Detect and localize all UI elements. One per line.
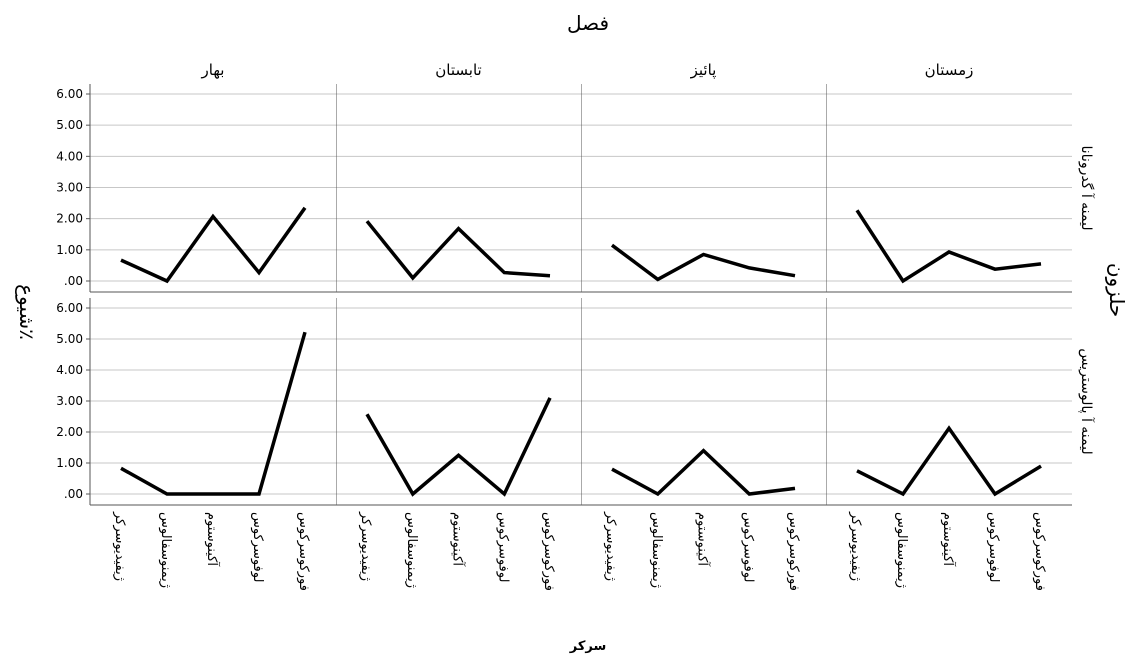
series-line	[611, 448, 796, 497]
x-tick-label-group: ژیفیدیوسرکر	[848, 511, 863, 581]
row-label-group: لیمنه آ پالوستریس	[1078, 348, 1095, 454]
x-tick-label: فورکوسرکوس	[1032, 512, 1047, 591]
y-tick-label: 5.00	[56, 118, 83, 132]
x-tick-label-group: ژیفیدیوسرکر	[358, 511, 373, 581]
x-tick-label: فورکوسرکوس	[541, 512, 556, 591]
x-tick-label: ژیمنوسفالوس	[404, 512, 419, 588]
x-tick-label-group: لوفوسرکوس	[495, 512, 510, 582]
x-tick-label-group: لوفوسرکوس	[740, 512, 755, 582]
x-tick-label: ژیفیدیوسرکر	[603, 511, 618, 581]
x-tick-label: آکینوستوم	[940, 512, 957, 567]
y-tick-label: 3.00	[56, 394, 83, 408]
series-line	[365, 220, 551, 281]
series-line	[856, 425, 1042, 497]
row-label: لیمنه آ پالوستریس	[1078, 348, 1095, 454]
x-tick-label-group: ژیمنوسفالوس	[649, 512, 664, 588]
x-tick-label: ژیمنوسفالوس	[894, 512, 909, 588]
x-axis-title: سرکر	[569, 639, 607, 654]
y-tick-label: 4.00	[56, 149, 83, 163]
row-axis-title-group: حلزون	[1105, 263, 1129, 317]
x-tick-label: ژیمنوسفالوس	[649, 512, 664, 588]
column-header: پائیز	[690, 61, 717, 80]
x-tick-label: فورکوسرکوس	[296, 512, 311, 591]
x-tick-label-group: ژیفیدیوسرکر	[603, 511, 618, 581]
column-axis-title: فصل	[567, 11, 609, 35]
panels: زمستان پائیز تابستان بهار لیمنه آ گدرونانا لی…	[56, 61, 1095, 591]
y-tick-label: 6.00	[56, 301, 83, 315]
series-line	[120, 206, 307, 284]
x-tick-label: ژیفیدیوسرکر	[112, 511, 127, 581]
x-tick-label-group: آکینوستوم	[695, 512, 712, 567]
x-tick-label-group: ژیمنوسفالوس	[404, 512, 419, 588]
x-tick-label-group: آکینوستوم	[450, 512, 467, 567]
series-line	[365, 397, 552, 497]
x-tick-label-group: آکینوستوم	[940, 512, 957, 567]
x-tick-label-group: لوفوسرکوس	[250, 512, 265, 582]
x-tick-label-group: لوفوسرکوس	[986, 512, 1001, 582]
x-tick-label: آکینوستوم	[450, 512, 467, 567]
x-tick-label-group: فورکوسرکوس	[296, 512, 311, 591]
x-tick-label-group: فورکوسرکوس	[786, 512, 801, 591]
x-tick-label: لوفوسرکوس	[740, 512, 755, 582]
x-tick-label: آکینوستوم	[695, 512, 712, 567]
x-tick-label: آکینوستوم	[204, 512, 221, 567]
y-tick-label: 5.00	[56, 332, 83, 346]
row-axis-title: حلزون	[1105, 263, 1129, 317]
series-line	[120, 331, 307, 496]
y-axis-title-group: شیوع٪	[15, 284, 39, 340]
x-tick-label: لوفوسرکوس	[250, 512, 265, 582]
x-tick-label-group: ژیفیدیوسرکر	[112, 511, 127, 581]
y-tick-label: .00	[64, 487, 83, 501]
y-tick-label: 4.00	[56, 363, 83, 377]
x-tick-label: ژیفیدیوسرکر	[848, 511, 863, 581]
row-label: لیمنه آ گدرونانا	[1078, 146, 1095, 231]
y-tick-label: 3.00	[56, 181, 83, 195]
y-tick-label: 1.00	[56, 243, 83, 257]
x-tick-label: ژیمنوسفالوس	[158, 512, 173, 588]
y-tick-label: 2.00	[56, 425, 83, 439]
series-line	[610, 243, 796, 282]
x-tick-label-group: ژیمنوسفالوس	[894, 512, 909, 588]
y-tick-label: 1.00	[56, 456, 83, 470]
y-tick-label: 6.00	[56, 87, 83, 101]
x-tick-label: لوفوسرکوس	[986, 512, 1001, 582]
column-header: تابستان	[435, 61, 481, 79]
x-tick-label-group: آکینوستوم	[204, 512, 221, 567]
x-tick-label-group: فورکوسرکوس	[1032, 512, 1047, 591]
x-tick-label: فورکوسرکوس	[786, 512, 801, 591]
x-tick-label: لوفوسرکوس	[495, 512, 510, 582]
x-tick-label-group: فورکوسرکوس	[541, 512, 556, 591]
series-line	[855, 209, 1042, 284]
row-label-group: لیمنه آ گدرونانا	[1078, 146, 1095, 231]
y-axis-title: شیوع٪	[15, 284, 39, 340]
column-header: بهار	[201, 61, 225, 79]
x-tick-label-group: ژیمنوسفالوس	[158, 512, 173, 588]
column-header: زمستان	[925, 61, 974, 79]
y-tick-label: .00	[64, 274, 83, 288]
x-tick-label: ژیفیدیوسرکر	[358, 511, 373, 581]
y-tick-label: 2.00	[56, 212, 83, 226]
